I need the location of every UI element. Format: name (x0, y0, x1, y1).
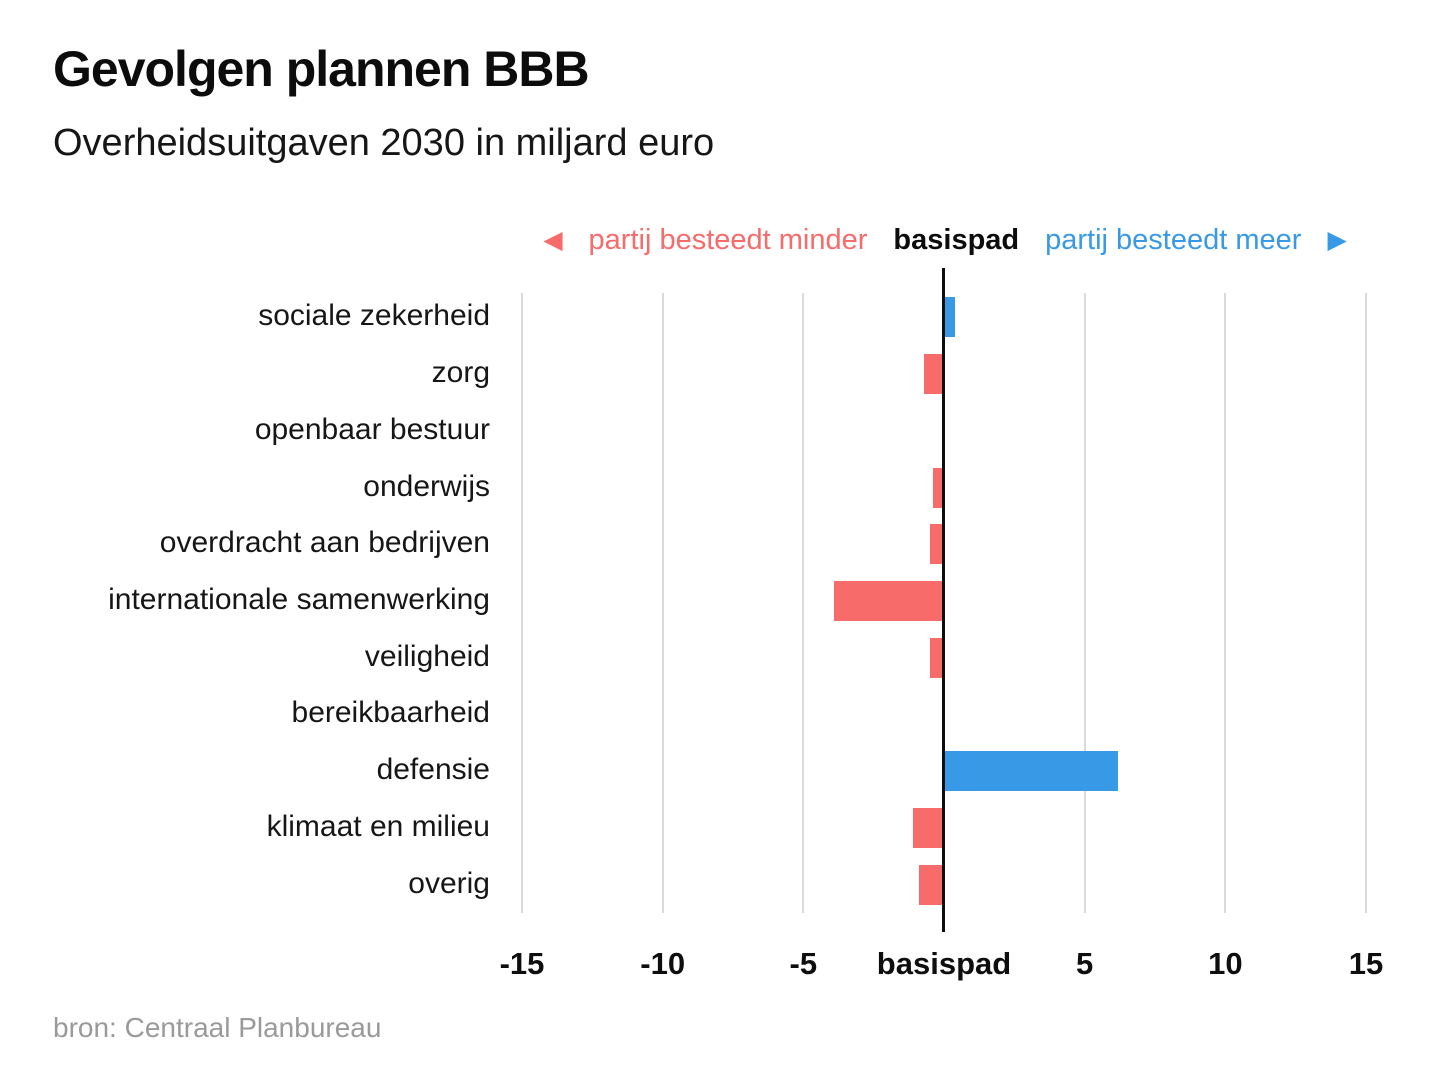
triangle-left-icon: ◀ (543, 226, 563, 254)
x-tick: -5 (789, 946, 818, 981)
chart-subtitle: Overheidsuitgaven 2030 in miljard euro (53, 122, 715, 164)
bar (924, 354, 944, 395)
category-label: onderwijs (363, 469, 490, 503)
gridline (661, 293, 664, 913)
legend-basispad-label: basispad (893, 224, 1020, 256)
category-label: sociale zekerheid (258, 299, 490, 333)
x-tick: 10 (1208, 946, 1243, 981)
triangle-right-icon: ▶ (1327, 226, 1347, 254)
legend-spend-less-label: partij besteedt minder (588, 224, 868, 256)
bar (944, 751, 1119, 792)
category-label: zorg (431, 356, 490, 390)
category-label: veiligheid (364, 639, 490, 673)
category-label: internationale samenwerking (108, 583, 490, 616)
category-label: bereikbaarheid (291, 696, 490, 730)
chart-legend: ◀ partij besteedt minder basispad partij… (450, 224, 1440, 257)
category-label: overig (408, 866, 490, 900)
gridline (521, 293, 523, 913)
bar (913, 807, 944, 848)
x-tick: -15 (499, 946, 545, 981)
x-tick: -10 (640, 946, 686, 981)
gridline (1224, 293, 1227, 913)
gridline (1083, 293, 1086, 913)
bar (944, 297, 956, 338)
category-label: defensie (376, 753, 490, 787)
bar (929, 524, 944, 565)
gridline (1365, 293, 1367, 913)
x-tick: 15 (1348, 946, 1384, 981)
bar (918, 864, 944, 905)
source-note: bron: Centraal Planbureau (53, 1012, 382, 1043)
x-tick: 5 (1076, 946, 1094, 981)
basispad-axis-line (942, 268, 945, 932)
bar (929, 637, 944, 678)
category-label: openbaar bestuur (254, 412, 490, 446)
x-tick-basispad: basispad (876, 946, 1012, 981)
legend-spend-more-label: partij besteedt meer (1045, 224, 1302, 256)
page-title: Gevolgen plannen BBB (53, 41, 590, 97)
gridline (802, 293, 805, 913)
bar (932, 467, 944, 508)
category-label: klimaat en milieu (266, 809, 490, 843)
bar (834, 581, 944, 621)
plot-area (521, 289, 1367, 913)
category-label: overdracht aan bedrijven (159, 526, 490, 560)
